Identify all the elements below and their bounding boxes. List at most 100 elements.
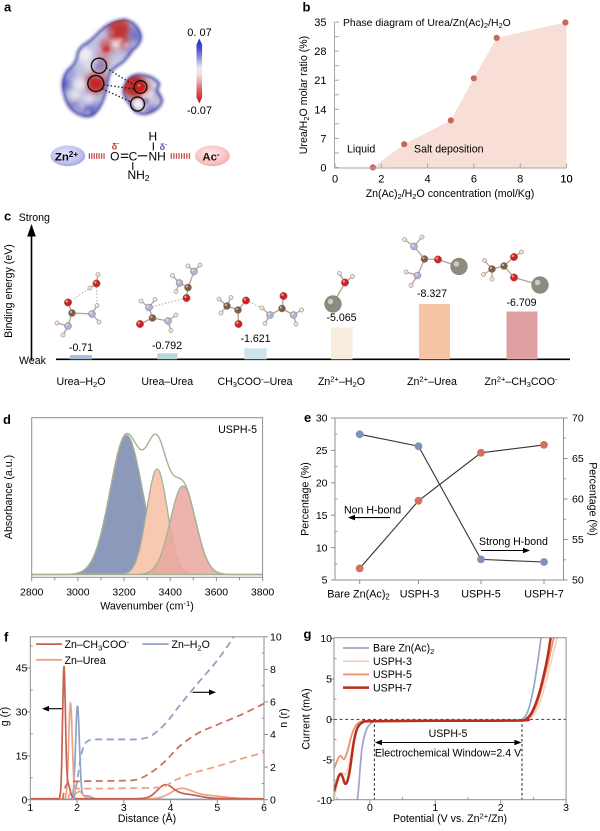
svg-text:Zn(Ac)2/H2O concentration (mol: Zn(Ac)2/H2O concentration (mol/Kg) <box>366 188 535 201</box>
svg-text:35: 35 <box>314 17 326 29</box>
svg-text:g (r): g (r) <box>0 707 11 726</box>
svg-text:Bare Zn(Ac)2: Bare Zn(Ac)2 <box>327 589 390 602</box>
svg-text:USPH-7: USPH-7 <box>373 682 412 694</box>
svg-text:0: 0 <box>367 802 373 814</box>
svg-text:n (r): n (r) <box>278 708 290 727</box>
svg-text:Percentage (%): Percentage (%) <box>300 462 312 536</box>
svg-text:Electrochemical Window=2.4 V: Electrochemical Window=2.4 V <box>375 748 522 760</box>
svg-text:CH3COO-–Urea: CH3COO-–Urea <box>217 374 292 389</box>
svg-text:70: 70 <box>572 413 584 425</box>
svg-text:21: 21 <box>314 75 326 87</box>
svg-text:-0.792: -0.792 <box>152 340 182 352</box>
svg-text:-0.71: -0.71 <box>69 342 93 354</box>
svg-text:2: 2 <box>498 802 504 814</box>
svg-text:10: 10 <box>270 632 282 644</box>
svg-text:Urea–Urea: Urea–Urea <box>141 376 193 388</box>
svg-text:Non H-bond: Non H-bond <box>344 505 401 517</box>
svg-text:USPH-7: USPH-7 <box>524 589 564 601</box>
svg-text:g: g <box>304 627 312 642</box>
svg-text:4: 4 <box>425 174 431 186</box>
svg-text:O: O <box>110 149 119 163</box>
svg-text:-10: -10 <box>317 795 332 807</box>
svg-text:NH: NH <box>149 149 166 163</box>
svg-text:b: b <box>303 0 311 15</box>
svg-text:Zn2+–H2O: Zn2+–H2O <box>318 374 365 389</box>
svg-text:2: 2 <box>270 762 276 774</box>
svg-text:20: 20 <box>316 478 328 490</box>
svg-text:Zn2+–Urea: Zn2+–Urea <box>407 374 457 388</box>
svg-text:4: 4 <box>168 802 174 814</box>
svg-text:10: 10 <box>316 542 328 554</box>
svg-text:10: 10 <box>560 174 572 186</box>
svg-text:Strong: Strong <box>19 212 50 224</box>
svg-text:Urea/H2O molar ratio (%): Urea/H2O molar ratio (%) <box>298 36 311 154</box>
svg-text:Zn–H2O: Zn–H2O <box>172 639 210 652</box>
svg-text:-0.07: -0.07 <box>187 105 212 117</box>
svg-text:14: 14 <box>314 104 326 116</box>
svg-text:e: e <box>304 410 311 425</box>
svg-text:Zn2+–CH3COO-: Zn2+–CH3COO- <box>484 374 558 389</box>
svg-text:USPH-5: USPH-5 <box>218 424 257 436</box>
svg-text:15: 15 <box>316 510 328 522</box>
svg-text:H: H <box>148 130 157 144</box>
svg-text:0: 0 <box>270 794 276 806</box>
svg-text:0: 0 <box>326 714 332 726</box>
svg-text:6: 6 <box>261 802 267 814</box>
svg-text:8: 8 <box>270 664 276 676</box>
svg-text:δ-: δ- <box>160 141 168 152</box>
svg-text:1: 1 <box>432 802 438 814</box>
svg-text:2: 2 <box>74 802 80 814</box>
svg-text:USPH-3: USPH-3 <box>373 656 412 668</box>
svg-text:Absorbance (a.u.): Absorbance (a.u.) <box>3 455 15 539</box>
svg-text:Zn–CH3COO-: Zn–CH3COO- <box>65 638 130 653</box>
svg-text:Salt deposition: Salt deposition <box>414 144 484 156</box>
svg-text:10: 10 <box>320 633 332 645</box>
svg-text:3200: 3200 <box>112 586 136 598</box>
svg-text:Liquid: Liquid <box>347 144 375 156</box>
svg-text:50: 50 <box>572 575 584 587</box>
svg-text:15: 15 <box>16 751 28 763</box>
svg-text:Strong H-bond: Strong H-bond <box>479 536 548 548</box>
svg-text:7: 7 <box>320 133 326 145</box>
svg-text:0: 0 <box>320 163 326 175</box>
svg-text:2800: 2800 <box>20 586 44 598</box>
svg-text:30: 30 <box>16 707 28 719</box>
svg-text:f: f <box>4 630 9 645</box>
svg-text:30: 30 <box>316 413 328 425</box>
svg-text:-1.621: -1.621 <box>240 333 270 345</box>
svg-text:USPH-3: USPH-3 <box>400 589 440 601</box>
svg-text:Phase diagram of Urea/Zn(Ac)2/: Phase diagram of Urea/Zn(Ac)2/H2O <box>343 18 511 30</box>
svg-text:Binding energy (eV): Binding energy (eV) <box>3 244 15 338</box>
svg-text:-8.327: -8.327 <box>417 288 447 300</box>
svg-text:5: 5 <box>214 802 220 814</box>
svg-text:5: 5 <box>322 575 328 587</box>
svg-text:3800: 3800 <box>251 586 275 598</box>
svg-text:a: a <box>4 0 12 15</box>
svg-text:3: 3 <box>563 802 569 814</box>
svg-text:3600: 3600 <box>205 586 229 598</box>
svg-text:4: 4 <box>270 729 276 741</box>
svg-text:USPH-5: USPH-5 <box>429 728 468 740</box>
svg-text:Zn–Urea: Zn–Urea <box>65 655 106 667</box>
svg-text:5: 5 <box>326 674 332 686</box>
svg-text:3400: 3400 <box>159 586 183 598</box>
svg-text:10: 10 <box>560 174 572 186</box>
svg-text:Wavenumber (cm-1): Wavenumber (cm-1) <box>100 599 194 613</box>
svg-text:Weak: Weak <box>19 355 47 367</box>
svg-text:45: 45 <box>16 663 28 675</box>
svg-text:2: 2 <box>378 174 384 186</box>
svg-text:Urea–H2O: Urea–H2O <box>57 376 106 389</box>
svg-text:-6.709: -6.709 <box>506 297 536 309</box>
svg-text:60: 60 <box>572 494 584 506</box>
svg-text:0: 0 <box>332 174 338 186</box>
svg-text:8: 8 <box>517 174 523 186</box>
svg-text:25: 25 <box>316 445 328 457</box>
svg-text:c: c <box>4 209 11 224</box>
svg-text:-5: -5 <box>323 755 332 767</box>
svg-text:3: 3 <box>121 802 127 814</box>
svg-text:3000: 3000 <box>66 586 90 598</box>
svg-text:6: 6 <box>471 174 477 186</box>
svg-text:USPH-5: USPH-5 <box>461 589 501 601</box>
svg-text:Percentage (%): Percentage (%) <box>587 462 599 536</box>
svg-text:-5.065: -5.065 <box>326 312 356 324</box>
